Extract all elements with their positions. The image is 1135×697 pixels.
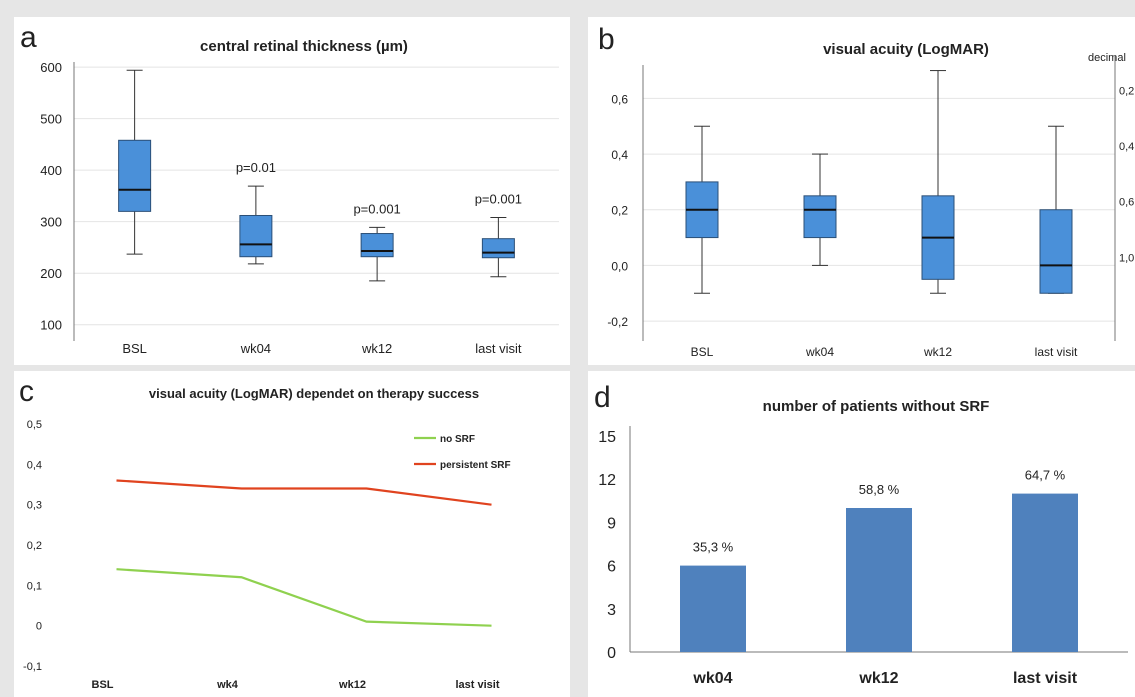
y-tick-label: 0,1 bbox=[27, 580, 42, 592]
data-label: 58,8 % bbox=[859, 482, 900, 497]
x-tick-label: last visit bbox=[475, 341, 522, 356]
legend-label: persistent SRF bbox=[440, 460, 511, 471]
x-tick-label: BSL bbox=[691, 345, 714, 359]
y-tick-label: 0,4 bbox=[611, 148, 628, 162]
secondary-tick-label: 1,0 bbox=[1119, 252, 1134, 264]
legend-label: no SRF bbox=[440, 434, 475, 445]
y-tick-label: 0,3 bbox=[27, 500, 42, 512]
secondary-tick-label: 0,2 bbox=[1119, 85, 1134, 97]
y-tick-label: 15 bbox=[598, 429, 616, 446]
secondary-tick-label: 0,6 bbox=[1119, 197, 1134, 209]
chart-a-svg: a central retinal thickness (µm) 100 200 3… bbox=[20, 21, 559, 356]
box bbox=[360, 233, 394, 258]
bar bbox=[680, 565, 746, 652]
panel-letter-d: d bbox=[594, 381, 611, 414]
y-tick-label: -0,1 bbox=[23, 661, 42, 673]
x-tick-label: wk12 bbox=[923, 345, 952, 359]
bar bbox=[1012, 493, 1078, 652]
x-tick-label: wk04 bbox=[692, 670, 732, 687]
y-tick-label: 0 bbox=[36, 621, 42, 633]
chart-panel-b: b visual acuity (LogMAR) decimal -0,2 0,0… bbox=[588, 17, 1135, 365]
y-tick-label: -0,2 bbox=[607, 315, 628, 329]
x-tick-label: BSL bbox=[122, 341, 147, 356]
y-tick-label: 0,2 bbox=[611, 204, 628, 218]
box bbox=[1039, 209, 1073, 294]
y-tick-label: 0 bbox=[607, 645, 616, 662]
y-tick-label: 3 bbox=[607, 602, 616, 619]
bar bbox=[846, 508, 912, 652]
x-tick-label: wk12 bbox=[361, 341, 392, 356]
chart-panel-d: d number of patients without SRF 0 3 6 9 12 1… bbox=[588, 371, 1135, 697]
chart-b-svg: b visual acuity (LogMAR) decimal -0,2 0,0… bbox=[598, 23, 1134, 359]
panel-letter-b: b bbox=[598, 23, 615, 56]
series-line bbox=[116, 568, 492, 627]
box bbox=[803, 195, 837, 239]
y-tick-label: 12 bbox=[598, 472, 616, 489]
x-tick-label: wk12 bbox=[858, 670, 898, 687]
panel-letter-a: a bbox=[20, 21, 37, 54]
box bbox=[118, 139, 152, 212]
y-tick-label: 200 bbox=[40, 266, 62, 281]
chart-a-title: central retinal thickness (µm) bbox=[200, 38, 408, 55]
box bbox=[481, 238, 515, 259]
x-tick-label: last visit bbox=[1013, 670, 1078, 687]
y-tick-label: 9 bbox=[607, 515, 616, 532]
p-value-label: p=0.001 bbox=[353, 201, 400, 216]
secondary-tick-label: 0,4 bbox=[1119, 141, 1134, 153]
y-tick-label: 500 bbox=[40, 112, 62, 127]
y-tick-label: 0,6 bbox=[611, 92, 628, 106]
data-label: 64,7 % bbox=[1025, 468, 1066, 483]
x-tick-label: wk4 bbox=[216, 679, 239, 691]
data-label: 35,3 % bbox=[693, 540, 734, 555]
chart-d-title: number of patients without SRF bbox=[763, 398, 990, 415]
p-value-label: p=0.001 bbox=[475, 192, 522, 207]
y-tick-label: 600 bbox=[40, 60, 62, 75]
series-line bbox=[116, 479, 492, 506]
panel-letter-c: c bbox=[19, 375, 34, 408]
x-tick-label: last visit bbox=[1035, 345, 1078, 359]
x-tick-label: wk04 bbox=[805, 345, 834, 359]
y-tick-label: 0,5 bbox=[27, 419, 42, 431]
y-tick-label: 400 bbox=[40, 163, 62, 178]
y-tick-label: 0,2 bbox=[27, 540, 42, 552]
y-tick-label: 100 bbox=[40, 318, 62, 333]
chart-c-title: visual acuity (LogMAR) dependet on thera… bbox=[149, 386, 479, 401]
y-tick-label: 0,4 bbox=[27, 459, 42, 471]
y-tick-label: 6 bbox=[607, 559, 616, 576]
chart-panel-c: c visual acuity (LogMAR) dependet on the… bbox=[14, 371, 570, 697]
chart-panel-a: a central retinal thickness (µm) 100 200 3… bbox=[14, 17, 570, 365]
box bbox=[239, 214, 273, 258]
y-tick-label: 300 bbox=[40, 215, 62, 230]
secondary-axis-label: decimal bbox=[1088, 52, 1126, 64]
x-tick-label: wk12 bbox=[338, 679, 366, 691]
p-value-label: p=0.01 bbox=[236, 160, 276, 175]
chart-d-svg: d number of patients without SRF 0 3 6 9 12 1… bbox=[594, 381, 1128, 687]
x-tick-label: wk04 bbox=[240, 341, 271, 356]
x-tick-label: BSL bbox=[92, 679, 114, 691]
chart-c-svg: c visual acuity (LogMAR) dependet on the… bbox=[19, 375, 511, 691]
y-tick-label: 0,0 bbox=[611, 259, 628, 273]
chart-b-title: visual acuity (LogMAR) bbox=[823, 41, 989, 58]
x-tick-label: last visit bbox=[455, 679, 499, 691]
